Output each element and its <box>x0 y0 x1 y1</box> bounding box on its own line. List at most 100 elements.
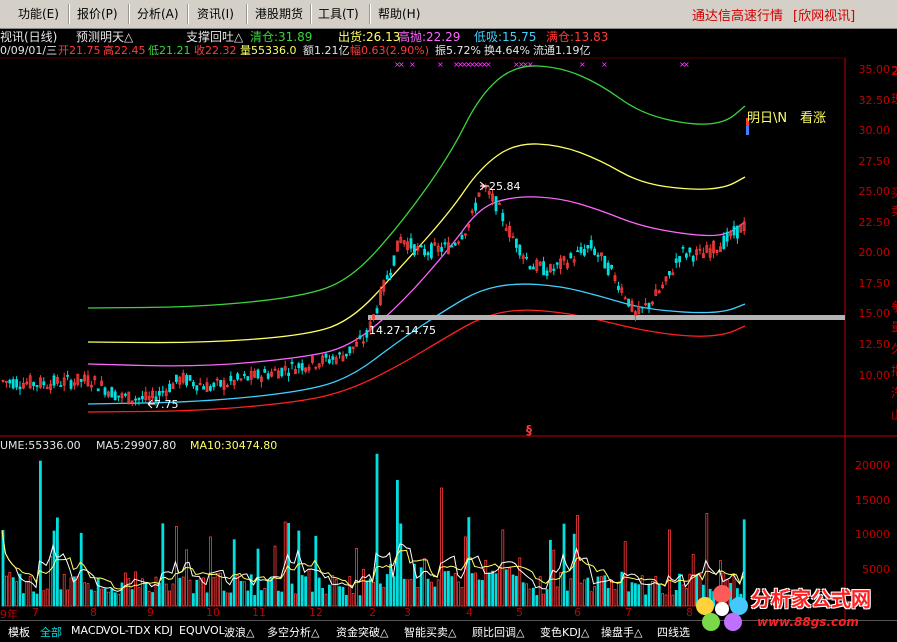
volume-bar <box>93 591 97 607</box>
candle-body <box>327 359 331 364</box>
volume-bar <box>620 571 624 607</box>
indicator-name[interactable]: 预测明天△ <box>76 30 134 44</box>
candle-body <box>107 391 110 397</box>
volume-bar <box>113 592 117 607</box>
volume-bar <box>232 539 236 607</box>
volume-bar <box>515 575 518 607</box>
volume-bar <box>110 588 114 607</box>
candle-body <box>219 380 223 387</box>
candle-body <box>93 376 97 381</box>
candle-body <box>45 386 49 389</box>
volume-bar <box>606 587 610 607</box>
signal-x-marker: × <box>465 60 472 69</box>
menu-analysis[interactable]: 分析(A) <box>137 7 179 21</box>
volume-bar <box>419 567 423 607</box>
candle-body <box>8 379 12 384</box>
volume-bar <box>266 579 270 607</box>
candle-body <box>11 379 15 389</box>
tab-capital-break[interactable]: 资金突破△ <box>336 626 389 639</box>
candle-body <box>497 203 501 205</box>
candle-body <box>348 346 352 354</box>
volume-bar <box>657 583 661 607</box>
menu-function[interactable]: 功能(E) <box>18 7 59 21</box>
candle-body <box>623 297 627 300</box>
tab-smart-trade[interactable]: 智能买卖△ <box>404 626 457 639</box>
volume-bar <box>222 590 226 607</box>
price-tick: 35.00 <box>858 63 891 76</box>
candle-body <box>572 259 576 263</box>
signal-x-marker: × <box>683 60 690 69</box>
volume-bar <box>504 569 508 607</box>
volume-bar <box>355 547 359 607</box>
volume-bar <box>484 559 488 607</box>
candle-body <box>511 236 515 239</box>
tab-wave[interactable]: 波浪△ <box>224 626 255 639</box>
volume-bar <box>426 578 430 607</box>
tab-guppy[interactable]: 顾比回调△ <box>472 626 525 639</box>
candle-body <box>484 185 488 189</box>
tab-trader[interactable]: 操盘手△ <box>601 626 643 639</box>
signal-x-marker: × <box>409 60 416 69</box>
menu-news[interactable]: 资讯(I) <box>197 7 234 21</box>
menu-hk-futures[interactable]: 港股期货 <box>255 7 304 21</box>
tab-four-line[interactable]: 四线选 <box>657 626 690 639</box>
candle-body <box>266 373 270 379</box>
volume-bar <box>678 573 681 607</box>
candle-body <box>208 386 212 391</box>
x-axis-label: 9年 <box>0 608 18 621</box>
volume-bar <box>494 573 498 607</box>
stock-name-link[interactable]: [欣网视讯] <box>793 9 856 24</box>
menu-help[interactable]: 帮助(H) <box>378 7 421 21</box>
volume-bar <box>59 589 63 607</box>
tab-kdj[interactable]: KDJ <box>154 624 173 637</box>
volume-bar <box>263 588 267 607</box>
tomorrow-label: 明日\N <box>747 111 788 126</box>
volume-bar <box>583 579 586 607</box>
candle-body <box>321 355 325 364</box>
candle-body <box>202 386 206 390</box>
tab-color-kdj[interactable]: 变色KDJ△ <box>540 626 590 639</box>
x-axis-label: 5 <box>516 606 523 619</box>
candle-body <box>1 379 5 382</box>
menu-tools[interactable]: 工具(T) <box>318 7 359 21</box>
candle-body <box>256 369 260 379</box>
candle-body <box>392 255 396 266</box>
tab-all[interactable]: 全部 <box>40 626 62 639</box>
volume-bar <box>253 595 257 607</box>
candle-body <box>555 262 559 265</box>
menu-quote[interactable]: 报价(P) <box>77 7 118 21</box>
price-tick: 15.00 <box>858 307 891 320</box>
candle-body <box>103 387 107 395</box>
volume-bar <box>433 586 437 607</box>
volume-bar <box>212 577 216 607</box>
tab-vol-tdx[interactable]: VOL-TDX <box>103 624 151 637</box>
price-tick: 32.50 <box>858 94 891 107</box>
signal-low-buy: 低吸:15.75 <box>474 30 537 44</box>
volume-bar <box>566 590 569 607</box>
candle-body <box>15 379 19 388</box>
band-outer-line <box>87 65 746 309</box>
volume-bar <box>259 590 263 607</box>
right-panel-char: 争 <box>891 298 897 315</box>
candle-body <box>617 285 620 291</box>
watermark-logo: 分析家公式网 www.88gs.com <box>693 582 897 632</box>
volume-bar <box>107 591 110 607</box>
tab-long-short[interactable]: 多空分析△ <box>267 626 320 639</box>
signal-x-marker: × <box>485 60 492 69</box>
volume-bar <box>239 580 243 607</box>
candle-body <box>290 361 294 365</box>
candle-body <box>518 244 522 256</box>
indicator-tab-bar <box>0 620 897 642</box>
volume-bar <box>256 548 260 607</box>
tab-macd[interactable]: MACD <box>71 624 104 637</box>
tab-template[interactable]: 模板 <box>8 626 30 639</box>
signal-marker: § <box>526 423 532 437</box>
candle-body <box>634 311 637 316</box>
candle-body <box>79 378 83 382</box>
volume-bar <box>508 567 512 607</box>
candle-body <box>283 366 287 371</box>
candle-body <box>521 255 525 259</box>
tab-equvol[interactable]: EQUVOL <box>179 624 225 637</box>
candle-body <box>134 398 138 401</box>
